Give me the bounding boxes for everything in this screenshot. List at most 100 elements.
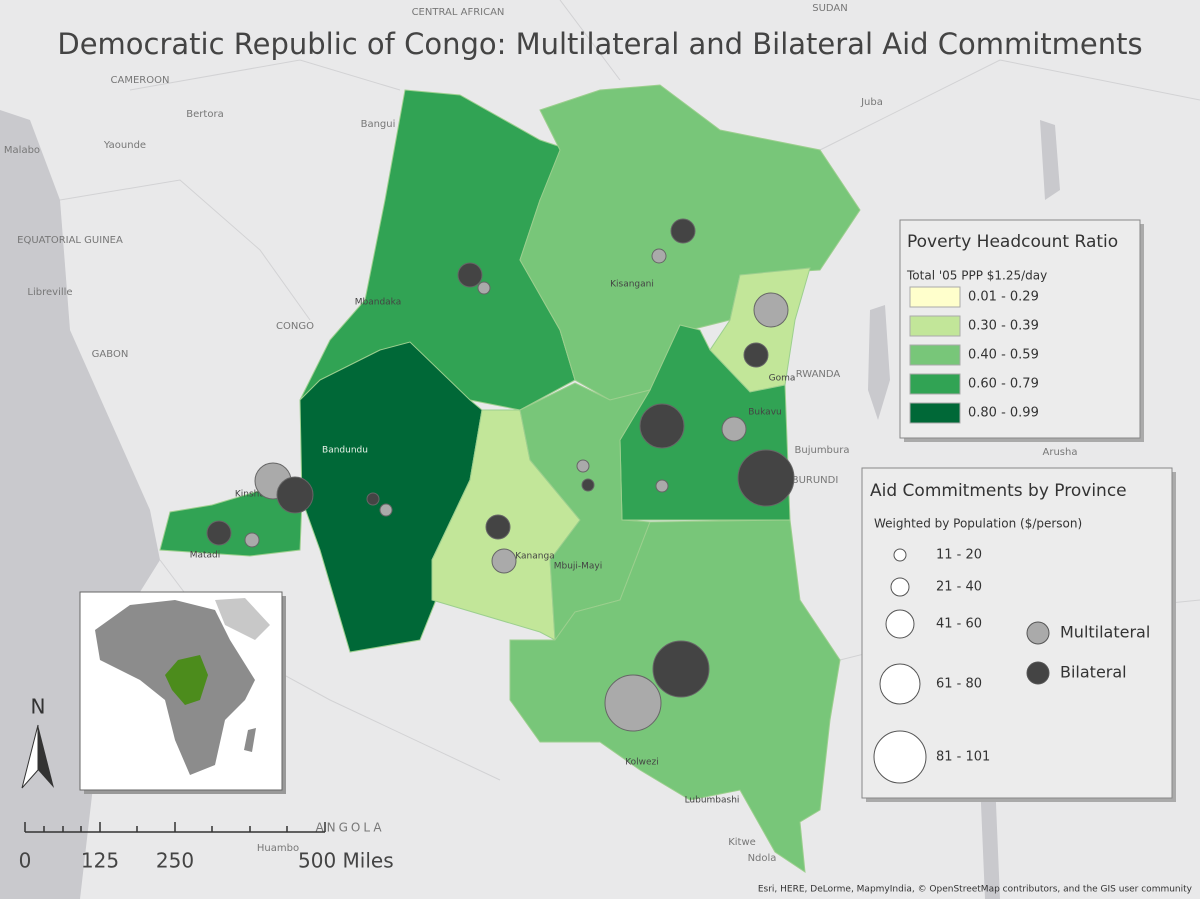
- aid-circle: [655, 479, 669, 493]
- place-label: RWANDA: [796, 369, 841, 380]
- aid-circle: [379, 503, 393, 517]
- legend-swatch: [909, 315, 961, 337]
- aid-circle: [721, 416, 747, 442]
- place-label: Huambo: [257, 843, 299, 854]
- scale-label: 125: [81, 849, 119, 873]
- scale-bar: [24, 822, 326, 833]
- aid-circle: [604, 674, 662, 732]
- scale-label: 0: [19, 849, 32, 873]
- place-label: CAMEROON: [111, 75, 170, 86]
- place-label: Kananga: [515, 552, 554, 562]
- aid-circle: [276, 476, 314, 514]
- place-label: Bangui: [361, 119, 396, 130]
- legend-swatch: [909, 286, 961, 308]
- aid-circle: [753, 292, 789, 328]
- place-label: CENTRAL AFRICAN: [412, 7, 505, 18]
- legend-label: 11 - 20: [936, 548, 982, 563]
- aid-legend: Aid Commitments by Province Weighted by …: [861, 467, 1176, 802]
- legend-swatch: [909, 402, 961, 424]
- aid-circle: [244, 532, 260, 548]
- aid-circle: [737, 449, 795, 507]
- legend-size-circle: [879, 663, 921, 705]
- place-label: Goma: [769, 374, 796, 384]
- legend-label: 0.40 - 0.59: [968, 348, 1039, 363]
- legend-type-circle: [1026, 621, 1050, 645]
- place-label: Bukavu: [748, 408, 781, 418]
- place-label: Kitwe: [728, 837, 756, 848]
- aid-circle: [581, 478, 595, 492]
- legend-label: 0.60 - 0.79: [968, 377, 1039, 392]
- legend-title: Aid Commitments by Province: [870, 481, 1127, 501]
- aid-circle: [477, 281, 491, 295]
- legend-subtitle: Total '05 PPP $1.25/day: [906, 269, 1047, 283]
- map-title: Democratic Republic of Congo: Multilater…: [57, 27, 1142, 61]
- aid-circle: [743, 342, 769, 368]
- north-arrow-right: [38, 725, 54, 788]
- legend-label: 61 - 80: [936, 677, 982, 692]
- legend-label: 81 - 101: [936, 750, 990, 765]
- place-label: Kisangani: [610, 280, 654, 290]
- place-label: Yaounde: [103, 140, 146, 151]
- legend-size-circle: [873, 730, 927, 784]
- place-label: Matadi: [190, 551, 221, 561]
- drc-inset: [165, 655, 208, 705]
- place-label: Mbandaka: [355, 298, 402, 308]
- place-label: Lubumbashi: [685, 796, 740, 806]
- place-label: SUDAN: [812, 3, 848, 14]
- legend-swatch: [909, 373, 961, 395]
- north-label: N: [31, 695, 46, 719]
- place-label: Arusha: [1043, 447, 1078, 458]
- aid-circles: [206, 218, 795, 732]
- poverty-legend: Poverty Headcount Ratio Total '05 PPP $1…: [899, 219, 1144, 442]
- place-label: Bujumbura: [795, 445, 850, 456]
- place-label: BURUNDI: [792, 475, 839, 486]
- aid-circle: [457, 262, 483, 288]
- aid-circle: [576, 459, 590, 473]
- place-label: Kinshasa: [235, 490, 275, 500]
- legend-label: 41 - 60: [936, 617, 982, 632]
- north-arrow: N: [21, 695, 54, 789]
- aid-circle: [670, 218, 696, 244]
- aid-circle: [491, 548, 517, 574]
- aid-circle: [206, 520, 232, 546]
- place-label: Mbuji-Mayi: [554, 562, 603, 572]
- place-label: Juba: [860, 97, 883, 108]
- legend-size-circle: [890, 577, 910, 597]
- scale-label: 250: [156, 849, 194, 873]
- place-label: Malabo: [4, 145, 40, 156]
- aid-circle: [651, 248, 667, 264]
- legend-label: Bilateral: [1060, 663, 1127, 682]
- legend-label: Multilateral: [1060, 623, 1150, 642]
- place-label: Ndola: [748, 853, 777, 864]
- aid-circle: [652, 640, 710, 698]
- madagascar: [244, 728, 256, 752]
- legend-title: Poverty Headcount Ratio: [907, 232, 1118, 252]
- place-label: EQUATORIAL GUINEA: [17, 235, 123, 246]
- aid-circle: [366, 492, 380, 506]
- inset-map: [79, 591, 286, 794]
- legend-label: 0.30 - 0.39: [968, 319, 1039, 334]
- legend-size-circle: [893, 548, 907, 562]
- legend-type-circle: [1026, 661, 1050, 685]
- scale-ticks: [24, 822, 326, 832]
- place-label: Bertora: [186, 109, 223, 120]
- legend-label: 21 - 40: [936, 580, 982, 595]
- place-label: CONGO: [276, 321, 314, 332]
- aid-circle: [639, 403, 685, 449]
- place-label: ANGOLA: [315, 821, 384, 835]
- place-label: GABON: [92, 349, 129, 360]
- place-labels: CENTRAL AFRICAN SUDAN CAMEROON Bangui Ju…: [4, 3, 1078, 864]
- legend-subtitle: Weighted by Population ($/person): [874, 517, 1082, 531]
- place-label: Libreville: [27, 287, 72, 298]
- legend-label: 0.80 - 0.99: [968, 406, 1039, 421]
- place-label: Bandundu: [322, 446, 368, 456]
- place-label: Kolwezi: [625, 758, 659, 768]
- legend-label: 0.01 - 0.29: [968, 290, 1039, 305]
- attribution: Esri, HERE, DeLorme, MapmyIndia, © OpenS…: [758, 885, 1193, 895]
- ocean: [0, 110, 160, 899]
- middle-east: [215, 598, 270, 640]
- scale-label: 500 Miles: [298, 849, 394, 873]
- aid-circle: [485, 514, 511, 540]
- legend-size-circle: [885, 609, 915, 639]
